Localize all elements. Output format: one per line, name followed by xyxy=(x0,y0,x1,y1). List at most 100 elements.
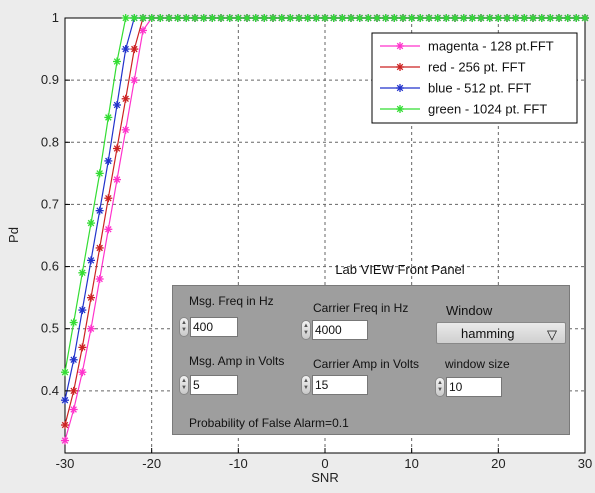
data-point xyxy=(87,293,95,302)
carrier-amp-spinner[interactable]: ▲ ▼ xyxy=(301,375,311,395)
series-3 xyxy=(61,14,589,377)
data-point xyxy=(121,45,130,54)
data-point xyxy=(61,396,69,405)
data-point xyxy=(338,14,347,22)
data-point xyxy=(503,14,511,22)
data-point xyxy=(130,45,139,54)
data-point xyxy=(234,14,243,22)
carrier-freq-input[interactable]: 4000 xyxy=(312,320,368,340)
data-point xyxy=(78,343,87,352)
spin-down-icon: ▼ xyxy=(181,327,187,333)
window-size-input[interactable]: 10 xyxy=(446,377,502,397)
x-tick-label: 0 xyxy=(321,456,328,471)
data-point xyxy=(295,14,303,22)
carrier-amp-control: ▲ ▼ 15 xyxy=(301,375,368,395)
msg-freq-spinner[interactable]: ▲ ▼ xyxy=(179,317,189,337)
carrier-freq-label: Carrier Freq in Hz xyxy=(313,301,409,315)
data-point xyxy=(78,306,87,315)
data-point xyxy=(381,14,390,22)
data-point xyxy=(121,125,130,134)
data-point xyxy=(321,14,329,22)
data-point xyxy=(69,386,78,395)
x-tick-label: -10 xyxy=(229,456,248,471)
window-label: Window xyxy=(446,303,493,318)
window-select[interactable]: hamming ▽ xyxy=(436,322,566,344)
data-point xyxy=(104,225,113,234)
msg-amp-label: Msg. Amp in Volts xyxy=(189,354,285,368)
y-tick-label: 0.6 xyxy=(41,259,59,274)
data-point xyxy=(78,368,87,377)
data-point xyxy=(78,268,87,277)
data-point xyxy=(87,256,95,265)
data-point xyxy=(442,14,451,22)
msg-amp-spinner[interactable]: ▲ ▼ xyxy=(179,375,189,395)
data-point xyxy=(113,57,121,66)
spin-up-icon: ▲ xyxy=(303,323,309,329)
data-point xyxy=(529,14,537,22)
data-point xyxy=(95,206,104,215)
data-point xyxy=(425,14,433,22)
y-tick-label: 0.8 xyxy=(41,134,59,149)
data-point xyxy=(511,14,520,22)
legend-entry: red - 256 pt. FFT xyxy=(428,60,526,75)
data-point xyxy=(113,144,121,153)
spin-up-icon: ▲ xyxy=(303,378,309,384)
carrier-amp-label: Carrier Amp in Volts xyxy=(313,357,420,371)
spin-down-icon: ▼ xyxy=(303,330,309,336)
y-tick-label: 0.5 xyxy=(41,321,59,336)
tick-labels: -30 -20 -10 0 10 20 30 0.4 0.5 0.6 0.7 0.8 0.9 1 xyxy=(41,10,592,471)
data-point xyxy=(581,14,589,22)
data-point xyxy=(520,14,529,22)
data-point xyxy=(225,14,234,22)
data-point xyxy=(147,14,156,22)
data-point xyxy=(173,14,182,22)
spin-up-icon: ▲ xyxy=(181,320,187,326)
data-point xyxy=(329,14,338,22)
data-point xyxy=(537,14,546,22)
y-tick-label: 0.9 xyxy=(41,72,59,87)
data-point xyxy=(260,14,269,22)
carrier-amp-input[interactable]: 15 xyxy=(312,375,368,395)
carrier-freq-control: ▲ ▼ 4000 xyxy=(301,320,368,340)
legend: magenta - 128 pt.FFT red - 256 pt. FFT blu… xyxy=(371,32,578,124)
spin-up-icon: ▲ xyxy=(437,380,443,386)
window-size-spinner[interactable]: ▲ ▼ xyxy=(435,377,445,397)
msg-freq-label: Msg. Freq in Hz xyxy=(189,294,274,308)
data-point xyxy=(69,355,78,364)
data-point xyxy=(468,14,477,22)
data-point xyxy=(364,14,373,22)
pfa-text: Probability of False Alarm=0.1 xyxy=(189,416,349,430)
legend-marker xyxy=(396,63,404,71)
legend-marker xyxy=(396,105,404,113)
data-point xyxy=(61,421,69,430)
data-point xyxy=(130,14,139,22)
data-point xyxy=(494,14,503,22)
carrier-freq-spinner[interactable]: ▲ ▼ xyxy=(301,320,311,340)
spin-down-icon: ▼ xyxy=(437,387,443,393)
msg-freq-input[interactable]: 400 xyxy=(190,317,238,337)
data-point xyxy=(416,14,425,22)
window-size-control: ▲ ▼ 10 xyxy=(435,377,502,397)
y-tick-label: 0.4 xyxy=(41,383,59,398)
y-tick-label: 1 xyxy=(52,10,59,25)
data-point xyxy=(269,14,277,22)
data-point xyxy=(87,324,95,333)
y-tick-label: 0.7 xyxy=(41,196,59,211)
data-point xyxy=(199,14,208,22)
data-point xyxy=(355,14,364,22)
series-layer xyxy=(61,14,589,445)
data-point xyxy=(208,14,217,22)
data-point xyxy=(399,14,407,22)
data-point xyxy=(61,436,69,445)
data-point xyxy=(139,26,147,35)
data-point xyxy=(191,14,199,22)
data-point xyxy=(407,14,416,22)
data-point xyxy=(251,14,260,22)
msg-amp-input[interactable]: 5 xyxy=(190,375,238,395)
data-point xyxy=(121,94,130,103)
window-select-value: hamming xyxy=(461,326,515,341)
msg-freq-control: ▲ ▼ 400 xyxy=(179,317,238,337)
data-point xyxy=(139,14,147,22)
spin-down-icon: ▼ xyxy=(181,385,187,391)
data-point xyxy=(433,14,442,22)
